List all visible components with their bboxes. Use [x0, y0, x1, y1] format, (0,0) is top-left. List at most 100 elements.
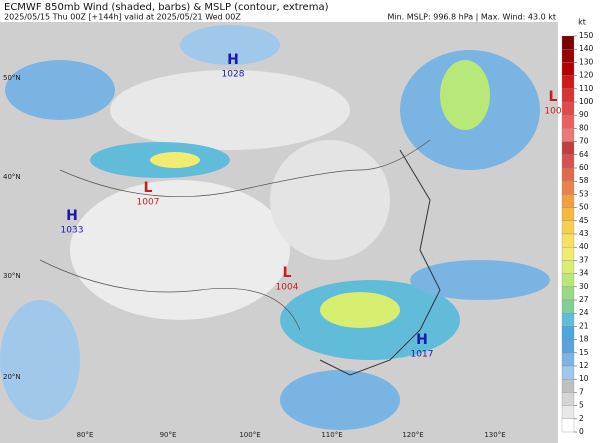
- coastline: [319, 149, 441, 376]
- colorbar-swatch: [561, 418, 575, 433]
- map-area: [0, 22, 558, 443]
- colorbar-label: 40: [579, 242, 589, 251]
- colorbar-label: 50: [579, 203, 589, 212]
- colorbar-label: 21: [579, 321, 589, 330]
- lat-label: 20°N: [3, 373, 21, 381]
- subtitle: 2025/05/15 Thu 00Z [+144h] valid at 2025…: [4, 13, 241, 22]
- colorbar-label: 120: [579, 71, 594, 80]
- center-symbol: H: [416, 332, 428, 348]
- wind-area: [0, 300, 80, 420]
- colorbar-label: 90: [579, 110, 589, 119]
- colorbar-swatch: [561, 35, 575, 50]
- colorbar-swatch: [561, 247, 575, 261]
- colorbar-label: 58: [579, 176, 589, 185]
- lon-label: 100°E: [239, 431, 260, 439]
- wind-area: [320, 292, 400, 328]
- wind-area: [5, 60, 115, 120]
- colorbar-label: 53: [579, 189, 589, 198]
- colorbar-swatch: [561, 405, 575, 419]
- wind-area: [410, 260, 550, 300]
- wind-area: [440, 60, 490, 130]
- colorbar-label: 2: [579, 414, 584, 423]
- colorbar-label: 100: [579, 97, 594, 106]
- calm-area: [270, 140, 390, 260]
- center-pressure: 1017: [411, 350, 434, 360]
- colorbar-swatch: [561, 299, 575, 314]
- center-symbol: H: [66, 208, 78, 224]
- colorbar-swatch: [561, 167, 575, 182]
- colorbar-swatch: [561, 128, 575, 142]
- colorbar-swatch: [561, 141, 575, 155]
- colorbar-label: 45: [579, 216, 589, 225]
- wind-area: [180, 25, 280, 65]
- colorbar-swatch: [561, 220, 575, 235]
- colorbar-label: 27: [579, 295, 589, 304]
- colorbar-label: 43: [579, 229, 589, 238]
- colorbar-swatch: [561, 101, 575, 116]
- center-pressure: 100: [544, 107, 561, 117]
- colorbar-swatch: [561, 352, 575, 367]
- calm-area: [110, 70, 350, 150]
- lon-label: 130°E: [484, 431, 505, 439]
- colorbar-label: 30: [579, 282, 589, 291]
- colorbar-label: 60: [579, 163, 589, 172]
- stats: Min. MSLP: 996.8 hPa | Max. Wind: 43.0 k…: [387, 13, 556, 22]
- colorbar-swatch: [561, 379, 575, 393]
- colorbar-label: 110: [579, 84, 594, 93]
- colorbar-swatch: [561, 286, 575, 301]
- colorbar-swatch: [561, 194, 575, 208]
- colorbar-label: 5: [579, 401, 584, 410]
- lon-label: 110°E: [321, 431, 342, 439]
- colorbar-swatch: [561, 339, 575, 353]
- colorbar-label: 37: [579, 255, 589, 264]
- colorbar-label: 70: [579, 137, 589, 146]
- lat-label: 40°N: [3, 173, 21, 181]
- colorbar-swatch: [561, 207, 575, 221]
- colorbar-swatch: [561, 88, 575, 103]
- colorbar-swatch: [561, 49, 575, 63]
- border: [39, 259, 301, 331]
- colorbar-label: 15: [579, 348, 589, 357]
- colorbar-swatch: [561, 62, 575, 76]
- wind-area: [150, 152, 200, 168]
- colorbar-label: 12: [579, 361, 589, 370]
- lat-label: 50°N: [3, 74, 21, 82]
- colorbar-label: 18: [579, 335, 589, 344]
- center-symbol: L: [283, 265, 292, 281]
- colorbar-label: 130: [579, 57, 594, 66]
- colorbar-label: 140: [579, 44, 594, 53]
- calm-area: [70, 180, 290, 320]
- border: [59, 139, 431, 197]
- center-pressure: 1033: [61, 226, 84, 236]
- title: ECMWF 850mb Wind (shaded, barbs) & MSLP …: [4, 2, 329, 13]
- colorbar-unit: kt: [578, 18, 586, 27]
- colorbar-swatch: [561, 260, 575, 274]
- colorbar-swatch: [561, 365, 575, 380]
- center-pressure: 1028: [222, 70, 245, 80]
- wind-area: [280, 370, 400, 430]
- center-symbol: L: [144, 180, 153, 196]
- center-pressure: 1007: [137, 198, 160, 208]
- colorbar-label: 0: [579, 427, 584, 436]
- center-symbol: L: [549, 89, 558, 105]
- header-bg: [0, 0, 558, 22]
- colorbar-label: 7: [579, 387, 584, 396]
- colorbar-label: 10: [579, 374, 589, 383]
- lon-label: 120°E: [402, 431, 423, 439]
- lat-label: 30°N: [3, 272, 21, 280]
- colorbar-swatch: [561, 75, 575, 89]
- colorbar-label: 64: [579, 150, 589, 159]
- lon-label: 90°E: [160, 431, 177, 439]
- colorbar-swatch: [561, 313, 575, 327]
- colorbar-label: 24: [579, 308, 589, 317]
- colorbar-label: 34: [579, 269, 589, 278]
- colorbar-swatch: [561, 273, 575, 287]
- lon-label: 80°E: [77, 431, 94, 439]
- colorbar-swatch: [561, 392, 575, 406]
- colorbar-label: 150: [579, 31, 594, 40]
- center-pressure: 1004: [276, 283, 299, 293]
- colorbar-swatch: [561, 154, 575, 169]
- colorbar-swatch: [561, 181, 575, 195]
- colorbar-label: 80: [579, 123, 589, 132]
